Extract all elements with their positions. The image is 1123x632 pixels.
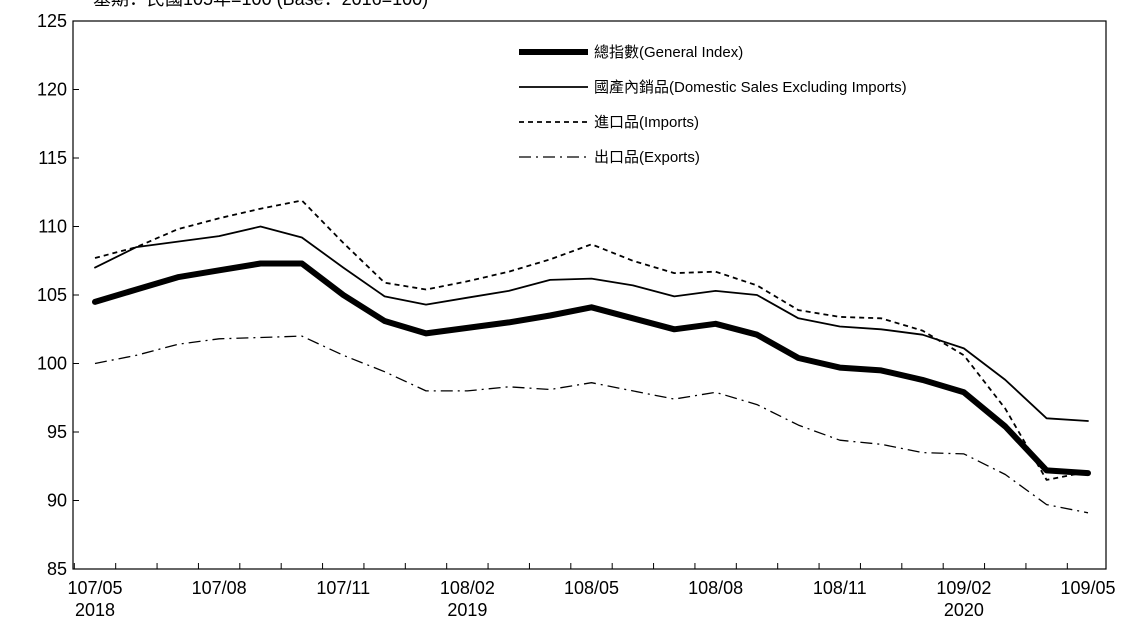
x-tick-label: 107/05 xyxy=(67,578,122,598)
x-tick-label: 108/05 xyxy=(564,578,619,598)
y-tick-label: 95 xyxy=(47,422,67,442)
x-tick-label: 108/08 xyxy=(688,578,743,598)
y-tick-label: 115 xyxy=(38,148,67,168)
series-line-3 xyxy=(94,199,1089,481)
series-layer xyxy=(92,199,1091,514)
x-tick-label: 107/11 xyxy=(316,578,370,598)
y-axis: 85 90 95 100 105 110 115 120 125 xyxy=(37,11,79,579)
legend-label-4: 出口品(Exports) xyxy=(594,149,700,166)
x-year-label: 2020 xyxy=(944,600,984,620)
x-tick-label: 109/05 xyxy=(1060,578,1115,598)
series-line-1 xyxy=(92,260,1091,477)
y-tick-label: 85 xyxy=(47,559,67,579)
series-line-2 xyxy=(94,225,1089,422)
series-line-4 xyxy=(94,335,1089,514)
legend-label-1: 總指數(General Index) xyxy=(594,43,743,61)
y-tick-label: 105 xyxy=(37,285,67,305)
x-tick-label: 108/02 xyxy=(440,578,495,598)
x-tick-label: 108/11 xyxy=(813,578,867,598)
plot-area-frame xyxy=(72,20,1107,570)
x-tick-label: 107/08 xyxy=(192,578,247,598)
y-tick-label: 120 xyxy=(37,80,67,100)
y-tick-label: 100 xyxy=(37,354,67,374)
legend: 總指數(General Index) 國產內銷品(Domestic Sales E… xyxy=(519,43,907,166)
legend-label-2: 國產內銷品(Domestic Sales Excluding Imports) xyxy=(594,79,907,96)
legend-label-3: 進口品(Imports) xyxy=(594,114,699,131)
y-tick-label: 110 xyxy=(38,217,67,237)
x-year-label: 2018 xyxy=(75,600,115,620)
x-tick-label: 109/02 xyxy=(936,578,991,598)
x-year-label: 2019 xyxy=(447,600,487,620)
y-tick-label: 125 xyxy=(37,11,67,31)
y-tick-label: 90 xyxy=(47,491,67,511)
base-period-note: 基期：民國105年=100 (Base：2016=100) xyxy=(93,0,428,9)
